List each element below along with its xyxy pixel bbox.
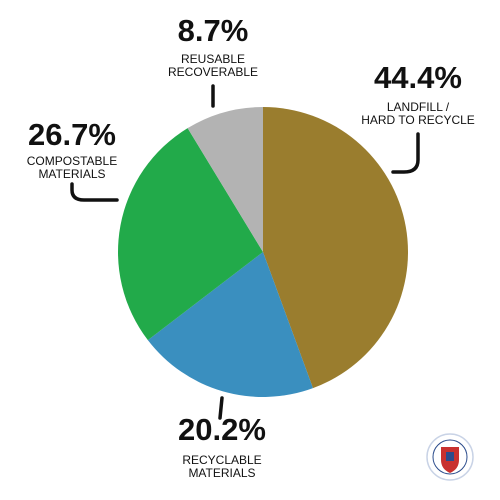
value-label: 8.7% — [178, 13, 249, 48]
leader-line — [391, 132, 420, 174]
pie-slice — [117, 128, 263, 341]
category-label: RECOVERABLE — [168, 65, 258, 79]
pie-slice — [187, 107, 263, 252]
pie-slice — [263, 107, 409, 389]
category-label: MATERIALS — [38, 167, 105, 181]
category-label: MATERIALS — [188, 466, 255, 480]
value-label: 20.2% — [178, 412, 266, 447]
leader-line — [218, 396, 224, 420]
category-label: HARD TO RECYCLE — [361, 113, 475, 127]
value-label: 26.7% — [28, 117, 116, 152]
category-label: LANDFILL / — [387, 100, 450, 114]
category-label: RECYCLABLE — [182, 453, 261, 467]
logo — [426, 433, 474, 481]
category-label: REUSABLE — [181, 52, 245, 66]
pie-slice — [147, 252, 313, 398]
leader-line — [70, 182, 119, 202]
value-label: 44.4% — [374, 60, 462, 95]
category-label: COMPOSTABLE — [27, 154, 117, 168]
pie — [117, 107, 409, 398]
